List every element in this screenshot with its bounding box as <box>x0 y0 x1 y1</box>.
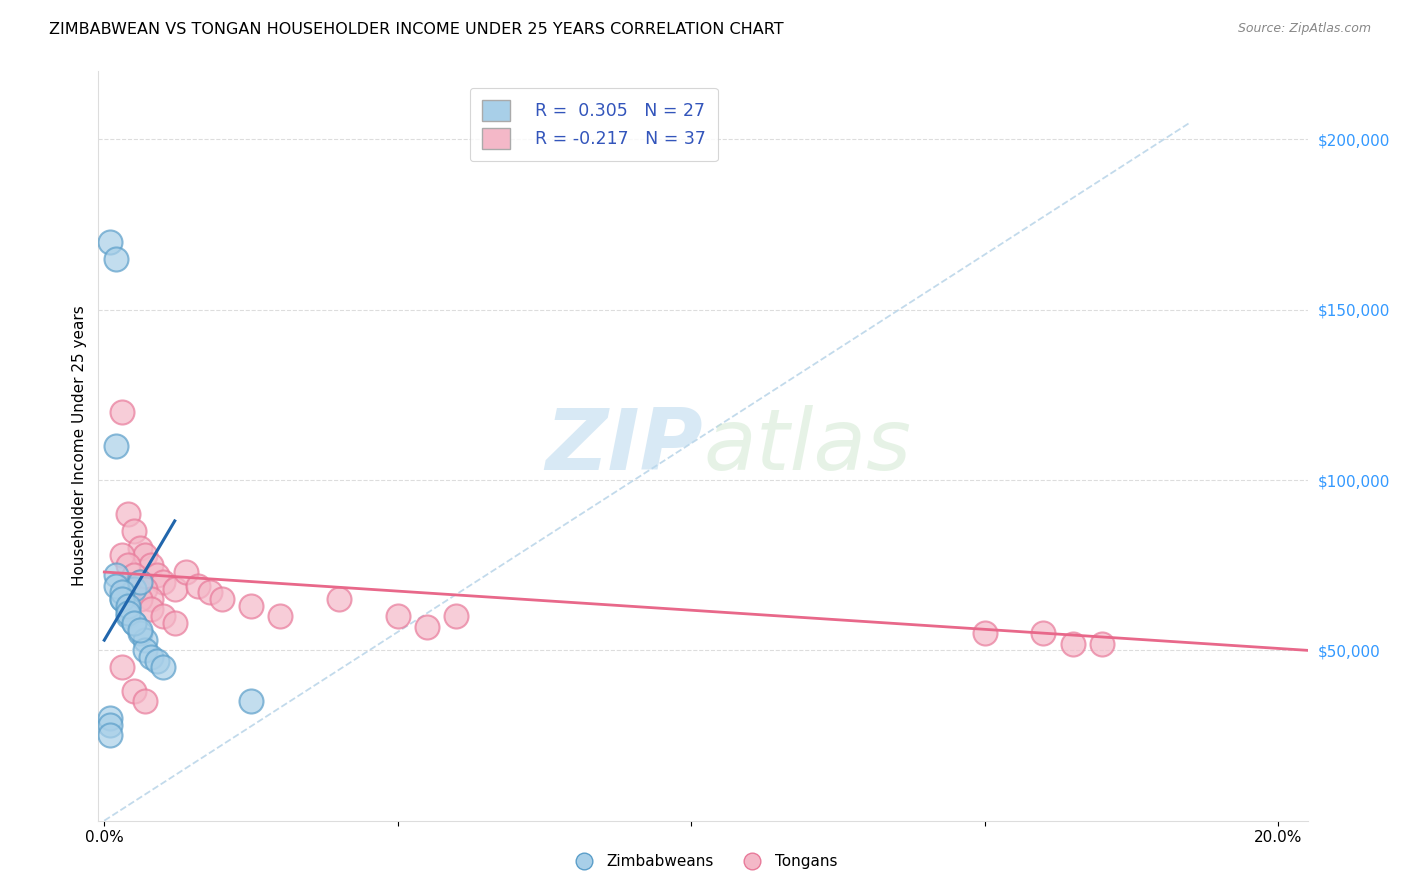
Point <box>240 599 263 613</box>
Point <box>1091 636 1114 650</box>
Point <box>117 599 139 613</box>
Point <box>141 602 163 616</box>
Point <box>111 405 134 419</box>
Point <box>105 439 128 453</box>
Point <box>98 711 121 725</box>
Text: atlas: atlas <box>703 404 911 488</box>
Point <box>141 650 163 665</box>
Point <box>134 633 156 648</box>
Point <box>163 616 186 631</box>
Point <box>117 507 139 521</box>
Point <box>387 609 409 624</box>
Point <box>111 585 134 599</box>
Point <box>1062 636 1084 650</box>
Legend:   R =  0.305   N = 27,   R = -0.217   N = 37: R = 0.305 N = 27, R = -0.217 N = 37 <box>470 87 717 161</box>
Point <box>122 582 145 596</box>
Point <box>198 585 221 599</box>
Point <box>152 575 174 590</box>
Point <box>105 252 128 266</box>
Point <box>128 575 150 590</box>
Y-axis label: Householder Income Under 25 years: Householder Income Under 25 years <box>72 306 87 586</box>
Point <box>134 548 156 562</box>
Point <box>105 579 128 593</box>
Text: ZIMBABWEAN VS TONGAN HOUSEHOLDER INCOME UNDER 25 YEARS CORRELATION CHART: ZIMBABWEAN VS TONGAN HOUSEHOLDER INCOME … <box>49 22 783 37</box>
Point <box>122 524 145 538</box>
Point <box>134 582 156 596</box>
Point <box>128 575 150 590</box>
Point <box>152 609 174 624</box>
Point <box>98 729 121 743</box>
Point <box>111 548 134 562</box>
Point <box>122 568 145 582</box>
Point <box>117 558 139 573</box>
Point <box>269 609 291 624</box>
Point <box>117 606 139 620</box>
Point <box>128 592 150 607</box>
Point <box>117 602 139 616</box>
Point <box>134 643 156 657</box>
Point <box>141 592 163 607</box>
Point <box>134 694 156 708</box>
Point <box>117 582 139 596</box>
Point <box>111 660 134 674</box>
Point <box>211 592 233 607</box>
Point <box>128 623 150 637</box>
Point <box>111 592 134 607</box>
Text: Source: ZipAtlas.com: Source: ZipAtlas.com <box>1237 22 1371 36</box>
Point <box>128 626 150 640</box>
Text: ZIP: ZIP <box>546 404 703 488</box>
Point <box>416 619 439 633</box>
Point <box>176 565 198 579</box>
Point <box>122 616 145 631</box>
Point <box>105 568 128 582</box>
Point <box>98 235 121 249</box>
Point <box>141 558 163 573</box>
Point <box>446 609 468 624</box>
Legend: Zimbabweans, Tongans: Zimbabweans, Tongans <box>562 848 844 875</box>
Point <box>163 582 186 596</box>
Point <box>122 684 145 698</box>
Point <box>240 694 263 708</box>
Point <box>146 654 169 668</box>
Point <box>117 609 139 624</box>
Point <box>328 592 350 607</box>
Point <box>187 579 209 593</box>
Point <box>111 592 134 607</box>
Point <box>1032 626 1054 640</box>
Point <box>128 541 150 556</box>
Point <box>973 626 995 640</box>
Point <box>122 616 145 631</box>
Point <box>152 660 174 674</box>
Point <box>98 718 121 732</box>
Point <box>146 568 169 582</box>
